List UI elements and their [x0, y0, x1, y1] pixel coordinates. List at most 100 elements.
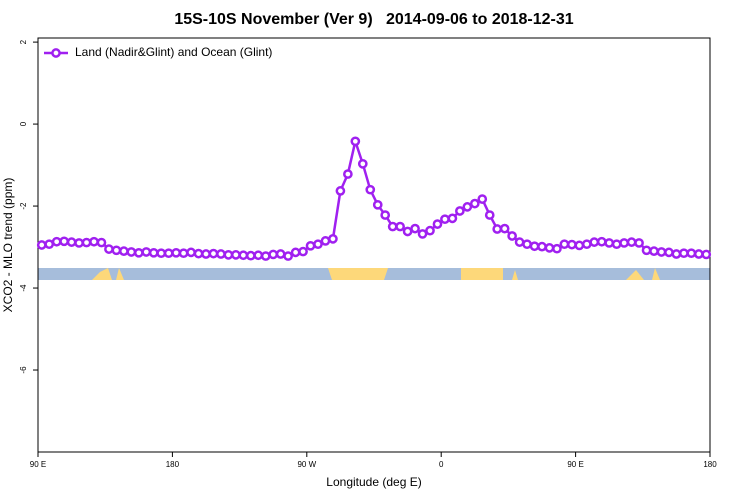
point	[372, 199, 383, 210]
point	[193, 248, 204, 259]
y-tick-label: 0	[19, 121, 28, 126]
point	[492, 224, 503, 234]
point	[313, 239, 323, 250]
point	[544, 243, 555, 253]
point	[402, 226, 413, 237]
legend-marker	[51, 48, 61, 58]
point	[96, 237, 107, 248]
point	[455, 206, 465, 216]
x-tick-label: 90 E	[567, 460, 583, 469]
point	[567, 239, 577, 250]
point	[574, 240, 585, 251]
point	[395, 221, 405, 232]
point	[305, 240, 316, 251]
point	[66, 237, 77, 247]
x-tick-label: 0	[439, 460, 444, 469]
point	[529, 241, 540, 252]
point	[679, 248, 689, 259]
point	[649, 246, 659, 256]
point	[343, 169, 353, 179]
point	[671, 249, 682, 259]
point	[589, 237, 600, 247]
land-band	[652, 268, 660, 280]
point	[171, 247, 181, 258]
point	[537, 241, 547, 252]
point	[522, 239, 532, 250]
point	[469, 198, 480, 209]
point	[596, 236, 607, 247]
point	[275, 249, 286, 259]
land-band	[116, 268, 124, 280]
land-band	[512, 270, 518, 280]
point	[701, 249, 712, 260]
legend-label: Land (Nadir&Glint) and Ocean (Glint)	[75, 45, 272, 59]
point	[686, 248, 697, 259]
point	[380, 210, 391, 220]
point	[641, 245, 652, 256]
y-axis-label: XCO2 - MLO trend (ppm)	[1, 178, 15, 313]
point	[148, 247, 159, 258]
point	[298, 246, 308, 257]
x-tick-label: 180	[703, 460, 717, 469]
land-band	[328, 268, 388, 280]
point	[335, 186, 346, 196]
point	[432, 219, 443, 229]
point	[156, 248, 167, 259]
point	[119, 246, 129, 256]
point	[664, 247, 674, 258]
point	[245, 250, 256, 261]
x-tick-label: 90 W	[297, 460, 316, 469]
point	[693, 249, 704, 259]
y-tick-label: -6	[19, 366, 28, 374]
point	[223, 249, 234, 260]
point	[477, 194, 488, 204]
point	[89, 236, 99, 247]
point	[36, 240, 47, 250]
series-line	[41, 136, 707, 258]
land-band	[461, 268, 503, 280]
point	[201, 249, 211, 259]
point	[604, 238, 615, 248]
point	[111, 245, 122, 256]
point	[126, 247, 137, 257]
point	[186, 247, 196, 258]
point	[231, 249, 241, 260]
point	[484, 210, 495, 220]
point	[611, 239, 622, 250]
point	[163, 248, 174, 259]
surface-band	[38, 268, 710, 280]
point	[365, 184, 376, 195]
point	[507, 231, 517, 241]
point	[581, 239, 592, 250]
point	[133, 247, 144, 258]
point	[320, 236, 331, 246]
y-tick-label: -4	[19, 284, 28, 292]
point	[499, 223, 510, 234]
point	[410, 223, 420, 234]
point	[462, 202, 473, 212]
point	[440, 214, 450, 225]
land-band	[626, 270, 644, 280]
point	[552, 243, 562, 254]
chart-title: 15S-10S November (Ver 9) 2014-09-06 to 2…	[174, 11, 573, 28]
x-tick-label: 180	[166, 460, 180, 469]
point	[328, 234, 338, 244]
point	[283, 251, 293, 261]
point	[626, 237, 637, 247]
point	[268, 249, 279, 260]
point	[387, 221, 398, 232]
x-axis-label: Longitude (deg E)	[326, 475, 421, 489]
point	[447, 213, 458, 224]
point	[417, 229, 428, 239]
point	[208, 248, 219, 259]
point	[425, 225, 435, 236]
point	[81, 237, 92, 248]
point	[44, 239, 55, 250]
point	[634, 238, 644, 248]
point	[178, 248, 189, 259]
point	[656, 247, 667, 257]
point	[350, 136, 361, 147]
point	[253, 250, 264, 261]
point	[514, 237, 525, 247]
